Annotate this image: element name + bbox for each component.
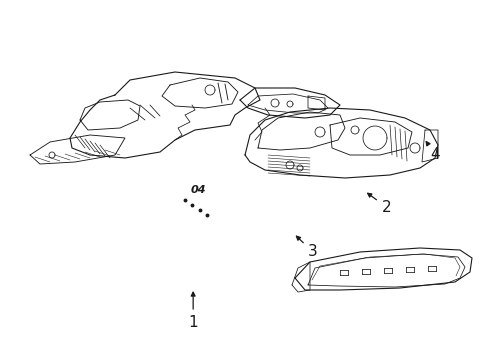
Text: 1: 1 [188,292,198,330]
Text: 3: 3 [296,236,317,260]
Text: 04: 04 [190,185,205,195]
Text: 2: 2 [367,193,390,215]
Text: 4: 4 [426,141,439,162]
